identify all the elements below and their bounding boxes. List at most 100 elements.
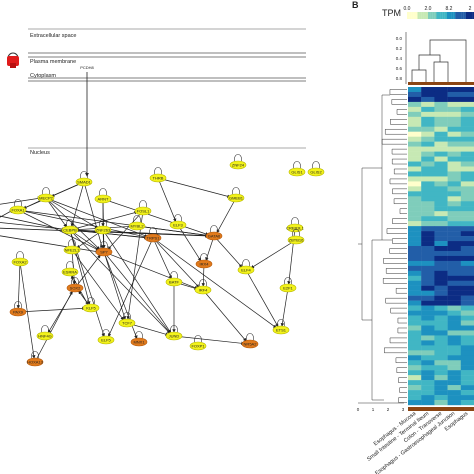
gene-node-shape — [288, 167, 306, 177]
gene-node[interactable]: FOSL1 — [134, 200, 152, 216]
gene-node[interactable]: ZNF24 — [229, 154, 247, 170]
heatmap-cell — [408, 241, 422, 247]
gene-node[interactable]: KLF5 — [82, 297, 100, 313]
self-regulation-loop — [100, 241, 108, 250]
scale-swatch — [472, 12, 474, 19]
heatmap-cell — [421, 340, 435, 346]
gene-node-shape — [205, 231, 223, 241]
heatmap-cell — [408, 270, 422, 277]
scale-swatch — [470, 12, 473, 19]
gene-node[interactable]: PAX9 — [9, 301, 27, 317]
self-regulation-loop — [14, 199, 22, 208]
gene-node[interactable]: E2F1 — [279, 277, 297, 293]
scale-swatch — [434, 12, 437, 19]
gene-node[interactable]: NR5A2 — [241, 333, 259, 349]
gene-node[interactable]: ZBTB16 — [287, 229, 305, 245]
heatmap-cell — [408, 340, 422, 346]
gene-node[interactable]: HOXA13 — [26, 351, 44, 367]
gene-node[interactable]: ETS1 — [272, 319, 290, 335]
heatmap-cell — [434, 320, 448, 326]
gene-node-shape — [82, 303, 100, 313]
heatmap-cell — [408, 186, 422, 192]
gene-node[interactable]: CREB3L1 — [286, 217, 305, 233]
heatmap-cell — [460, 295, 474, 301]
gene-node-shape — [26, 357, 44, 367]
heatmap-cell — [434, 226, 448, 232]
heatmap-cell — [447, 270, 461, 277]
heatmap-cell — [447, 365, 461, 371]
gene-node[interactable]: ARNT — [94, 188, 112, 204]
gene-node[interactable]: FOXA2 — [11, 251, 29, 267]
row-dendrogram-branch — [393, 168, 407, 175]
gene-node-label: CREB3L1 — [286, 225, 305, 230]
gene-node-label: FOSL1 — [137, 208, 150, 213]
scale-swatch — [442, 12, 445, 19]
scale-swatch — [407, 12, 410, 19]
gene-node[interactable]: JUND — [165, 325, 183, 341]
heatmap-cell — [421, 126, 435, 132]
gene-node[interactable]: TRPS1 — [144, 227, 162, 243]
heatmap-cell — [421, 390, 435, 396]
gene-node[interactable]: FOXA1 — [9, 199, 27, 215]
gene-node[interactable]: MNX1 — [130, 331, 148, 347]
interaction-edge — [136, 225, 209, 237]
gene-node[interactable]: ELF4 — [237, 259, 255, 275]
heatmap-cell — [460, 370, 474, 376]
gene-node[interactable]: ELF5 — [97, 329, 115, 345]
self-regulation-loop — [102, 329, 110, 338]
gene-node[interactable]: CEBPB — [61, 219, 79, 235]
gene-node-shape — [189, 341, 207, 351]
gene-node[interactable]: ESRRA — [61, 261, 79, 277]
dendrogram-tick: 0.8 — [396, 76, 403, 81]
scale-swatch — [467, 12, 471, 19]
gene-node-label: MYBL2 — [130, 223, 144, 228]
gene-node-label: TCF7 — [122, 320, 133, 325]
gene-node-label: BATF — [169, 279, 179, 284]
heatmap-cell — [421, 166, 435, 172]
row-dendrogram-branch — [391, 148, 407, 155]
gene-node[interactable]: HNF4G — [36, 325, 54, 341]
interaction-edge — [177, 224, 202, 262]
gene-node[interactable]: SP7 — [95, 241, 113, 257]
gene-node[interactable]: ELF3 — [169, 214, 187, 230]
heatmap-cell — [421, 275, 435, 281]
scale-swatch — [413, 12, 416, 19]
heatmap-cell — [460, 315, 474, 321]
heatmap-cell — [408, 280, 422, 286]
heatmap-cell — [460, 270, 474, 277]
heatmap-cell — [421, 151, 435, 157]
heatmap-cell — [421, 146, 435, 152]
gene-node[interactable]: TCF7 — [118, 312, 136, 328]
gene-node[interactable]: BATF — [165, 271, 183, 287]
gene-node[interactable]: NFE2L1 — [63, 239, 81, 255]
gene-node[interactable]: THRB — [149, 167, 167, 183]
gene-node[interactable]: IRF4 — [194, 279, 212, 295]
interaction-edge — [250, 239, 297, 269]
row-dendrogram-branch — [382, 278, 407, 284]
gene-node[interactable]: SOX2 — [66, 277, 84, 293]
heatmap-cell — [447, 280, 461, 286]
heatmap-cell — [434, 156, 448, 162]
tpm-color-scale — [407, 12, 474, 19]
heatmap-cell — [421, 315, 435, 321]
row-dendrogram-branch — [397, 327, 407, 334]
interaction-edge — [108, 237, 154, 338]
gene-node[interactable]: GLIS1 — [288, 161, 306, 177]
gene-node[interactable]: GATA6 — [205, 225, 223, 241]
interaction-edge — [102, 229, 172, 334]
heatmap-cell — [447, 126, 461, 132]
gene-node[interactable]: SMAD1 — [75, 171, 93, 187]
gene-node[interactable]: IRX4 — [195, 253, 213, 269]
gene-node[interactable]: GMEB1 — [227, 187, 245, 203]
gene-node[interactable]: FOXP1 — [189, 335, 207, 351]
row-dendrogram-branch — [384, 128, 407, 135]
row-dendrogram-branch — [391, 99, 407, 105]
gene-node[interactable]: MECP2 — [37, 187, 55, 203]
heatmap-cell — [460, 156, 474, 162]
heatmap-cell — [408, 181, 422, 187]
heatmap-cell — [408, 196, 422, 202]
gene-node[interactable]: ZNF263 — [94, 219, 112, 235]
gene-node[interactable]: MYBL2 — [128, 215, 146, 231]
heatmap-cell — [434, 385, 448, 391]
gene-node[interactable]: GLIS2 — [307, 161, 325, 177]
